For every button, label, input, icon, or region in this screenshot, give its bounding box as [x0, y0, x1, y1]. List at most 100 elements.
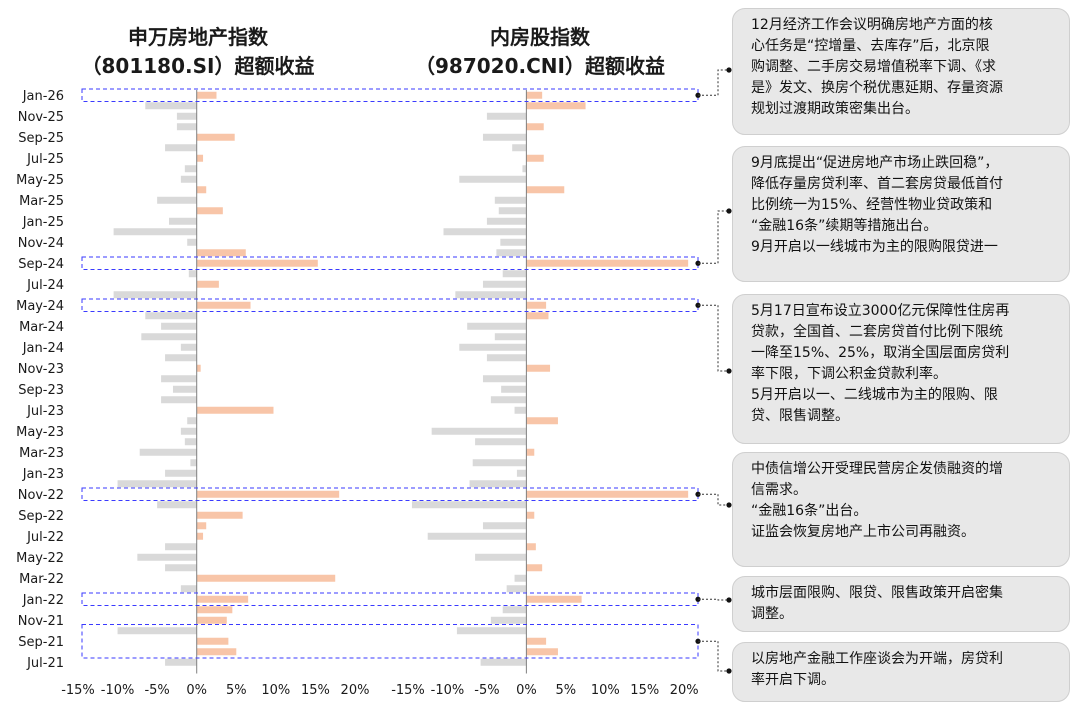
bar — [486, 112, 527, 120]
note-line: 城市层面限购、限贷、限售政策开启密集 — [751, 585, 1003, 601]
note-line: 比例统一为15%、经营性物业贷政策和 — [751, 197, 993, 213]
bar — [526, 123, 544, 131]
bar — [137, 553, 197, 561]
bar — [165, 543, 197, 551]
connector-dot — [726, 502, 732, 508]
bar — [526, 490, 689, 498]
bar — [526, 637, 547, 645]
y-tick-label: Mar-25 — [19, 194, 64, 209]
connector-dot — [726, 368, 732, 374]
y-tick-label: Sep-21 — [18, 635, 64, 650]
note-line: 贷款，全国首、二套房贷首付比例下限统 — [751, 324, 1003, 340]
note-line: 率开启下调。 — [751, 672, 835, 688]
bar — [176, 112, 197, 120]
bar — [161, 322, 197, 330]
y-tick-label: Jan-25 — [22, 215, 64, 230]
bar — [157, 501, 197, 509]
bar — [526, 511, 535, 519]
bar — [486, 354, 527, 362]
bar — [526, 648, 558, 656]
bar — [176, 123, 197, 131]
bar — [196, 207, 223, 215]
note-box-2: 9月底提出“促进房地产市场止跌回稳”， 降低存量房贷利率、首二套房贷最低首付 比例统… — [732, 146, 1070, 282]
bar — [196, 259, 318, 267]
right-title-line1: 内房股指数 — [490, 25, 590, 49]
note-line: 证监会恢复房地产上市公司再融资。 — [751, 524, 975, 540]
bar — [169, 217, 197, 225]
left-chart-title: 申万房地产指数 （801180.SI）超额收益 — [48, 23, 348, 81]
bar — [514, 406, 527, 414]
bar — [431, 427, 527, 435]
note-line: 5月开启以一、二线城市为主的限购、限 — [751, 387, 998, 403]
y-tick-label: Nov-24 — [18, 236, 64, 251]
bar — [490, 396, 527, 404]
bar — [459, 175, 527, 183]
highlight-box — [81, 592, 699, 606]
y-tick-label: May-23 — [16, 425, 64, 440]
bar — [196, 91, 217, 99]
bar — [526, 259, 689, 267]
bar — [145, 102, 197, 110]
y-tick-label: Nov-25 — [18, 110, 64, 125]
bar — [502, 270, 527, 278]
y-tick-label: Jan-24 — [22, 341, 64, 356]
note-box-4: 中债信增公开受理民营房企发债融资的增 信需求。 “金融16条”出台。 证监会恢复房地产… — [732, 452, 1070, 567]
note-line: 是》发文、换房个税优惠延期、存量资源 — [751, 80, 1003, 96]
x-tick-label: -10% — [101, 683, 135, 698]
bar — [494, 333, 527, 341]
bar — [187, 417, 197, 425]
highlight-box — [81, 298, 699, 312]
bar — [411, 501, 527, 509]
bar — [165, 354, 197, 362]
x-tick-label: 15% — [630, 683, 659, 698]
note-line: 9月开启以一线城市为主的限购限贷进一 — [751, 239, 998, 255]
bar — [180, 343, 197, 351]
y-tick-label: Nov-22 — [18, 488, 64, 503]
bar — [196, 280, 219, 288]
highlight-box — [81, 256, 699, 270]
x-tick-label: 0% — [186, 683, 207, 698]
y-tick-label: Jan-22 — [22, 593, 64, 608]
bar — [475, 438, 527, 446]
left-title-line1: 申万房地产指数 — [128, 25, 268, 49]
bar — [161, 375, 197, 383]
bar — [196, 648, 237, 656]
bar — [172, 385, 197, 393]
note-line: 购调整、二手房交易增值税率下调、《求 — [751, 59, 996, 75]
note-line: 心任务是“控增量、去库存”后，北京限 — [751, 38, 990, 54]
connector-dot — [726, 668, 732, 674]
y-tick-label: Sep-25 — [18, 131, 64, 146]
x-tick-label: -15% — [391, 683, 425, 698]
bar — [427, 532, 527, 540]
x-tick-label: -15% — [61, 683, 95, 698]
y-tick-label: Nov-21 — [18, 614, 64, 629]
bar — [139, 448, 197, 456]
bar — [196, 606, 233, 614]
bar — [526, 448, 535, 456]
y-tick-label: Nov-23 — [18, 362, 64, 377]
x-tick-label: 15% — [301, 683, 330, 698]
note-line: 规划过渡期政策密集出台。 — [751, 101, 919, 117]
bar — [455, 291, 527, 299]
y-tick-label: Mar-22 — [19, 572, 64, 587]
y-tick-label: Sep-23 — [18, 383, 64, 398]
note-box-5: 城市层面限购、限贷、限售政策开启密集 调整。 — [732, 576, 1070, 632]
x-tick-label: 20% — [670, 683, 699, 698]
bar — [196, 364, 201, 372]
y-tick-label: Sep-22 — [18, 509, 64, 524]
note-line: 率下限，下调公积金贷款利率。 — [751, 366, 947, 382]
connector-line — [698, 598, 729, 601]
bar — [196, 532, 204, 540]
x-tick-label: 5% — [556, 683, 577, 698]
bar — [196, 301, 251, 309]
y-tick-label: Jul-25 — [26, 152, 64, 167]
bar — [498, 207, 527, 215]
bar — [196, 490, 340, 498]
y-tick-label: Jul-23 — [26, 404, 64, 419]
bar — [496, 249, 527, 257]
y-tick-label: May-22 — [16, 551, 64, 566]
y-tick-label: Sep-24 — [18, 257, 64, 272]
note-line: 5月17日宣布设立3000亿元保障性住房再 — [751, 303, 1010, 319]
bar — [196, 595, 249, 603]
note-box-3: 5月17日宣布设立3000亿元保障性住房再 贷款，全国首、二套房贷首付比例下限统一… — [732, 294, 1070, 444]
